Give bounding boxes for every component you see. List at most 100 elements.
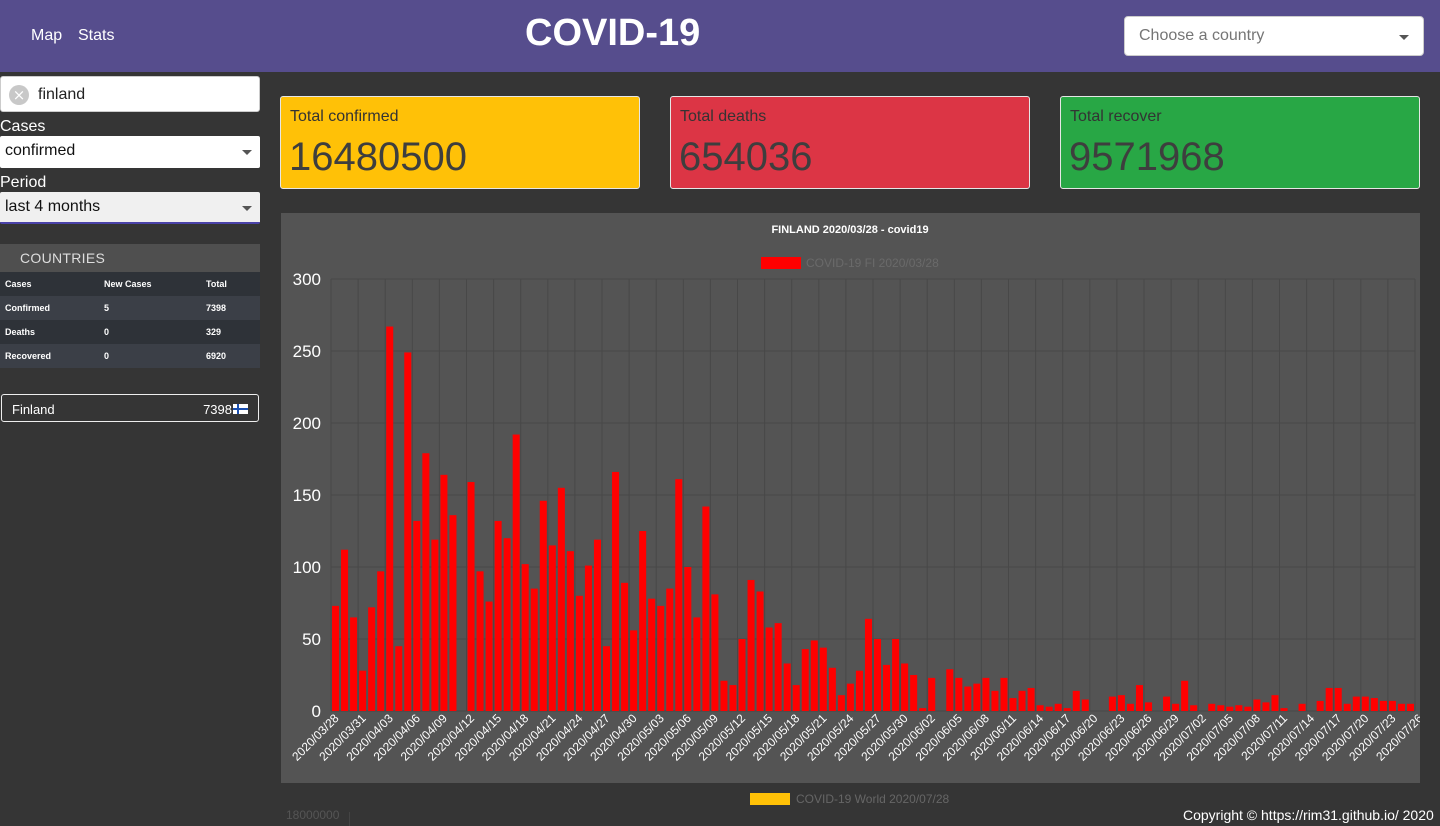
table-cell: 329 xyxy=(201,320,260,344)
bar xyxy=(928,677,936,711)
country-stats-table: Cases New Cases Total Confirmed 5 7398 D… xyxy=(0,272,260,368)
bar xyxy=(765,627,773,711)
country-select[interactable]: Choose a country xyxy=(1124,16,1424,56)
bar xyxy=(440,474,448,711)
bar xyxy=(1036,705,1044,711)
card-label: Total recover xyxy=(1070,108,1162,125)
bar xyxy=(919,708,927,711)
bar xyxy=(630,630,638,711)
table-row: Confirmed 5 7398 xyxy=(0,296,260,320)
bar xyxy=(1027,687,1035,711)
bar xyxy=(521,564,529,711)
bar xyxy=(801,649,809,711)
table-cell: Recovered xyxy=(0,344,99,368)
bar xyxy=(1226,706,1234,711)
nav-link-stats[interactable]: Stats xyxy=(78,27,115,44)
card-label: Total deaths xyxy=(680,108,767,125)
bar xyxy=(422,453,430,711)
bar xyxy=(603,646,611,711)
clear-icon[interactable]: × xyxy=(9,85,29,105)
table-cell: Deaths xyxy=(0,320,99,344)
period-label: Period xyxy=(0,174,47,191)
bar xyxy=(955,677,963,711)
bar xyxy=(693,617,701,711)
bar xyxy=(332,605,340,711)
bar xyxy=(548,545,556,711)
card-value: 16480500 xyxy=(289,135,467,179)
bar xyxy=(386,326,394,711)
bar xyxy=(1135,685,1143,711)
bar xyxy=(729,685,737,711)
bar xyxy=(901,663,909,711)
chart-title: FINLAND 2020/03/28 - covid19 xyxy=(771,224,928,236)
bar xyxy=(1190,705,1198,711)
period-select[interactable]: last 4 months xyxy=(0,192,260,224)
bar xyxy=(684,567,692,711)
y-tick-label: 100 xyxy=(293,558,321,577)
bar xyxy=(503,538,511,711)
card-label: Total confirmed xyxy=(290,108,399,125)
table-cell: 5 xyxy=(99,296,201,320)
total-recover-card: Total recover 9571968 xyxy=(1060,96,1420,189)
bar xyxy=(1009,698,1017,711)
bar xyxy=(855,670,863,711)
bar xyxy=(946,669,954,711)
table-row: Deaths 0 329 xyxy=(0,320,260,344)
bar xyxy=(883,664,891,711)
bar xyxy=(512,434,520,711)
bar xyxy=(1280,708,1288,711)
bar xyxy=(774,623,782,711)
total-confirmed-card: Total confirmed 16480500 xyxy=(280,96,640,189)
sidebar: × finland Cases confirmed Period last 4 … xyxy=(0,72,268,826)
bar xyxy=(991,690,999,711)
cases-select[interactable]: confirmed xyxy=(0,136,260,168)
bar xyxy=(350,617,358,711)
table-cell: 7398 xyxy=(201,296,260,320)
country-list-item-finland[interactable]: Finland 7398 xyxy=(1,394,259,422)
copyright-text: Copyright © https://rim31.github.io/ 202… xyxy=(1183,807,1434,823)
bar xyxy=(1145,702,1153,711)
nav-link-map[interactable]: Map xyxy=(31,27,63,44)
bar xyxy=(639,531,647,711)
top-navbar: Map Stats COVID-19 Choose a country xyxy=(0,0,1440,72)
bar xyxy=(1000,677,1008,711)
legend-label: COVID-19 FI 2020/03/28 xyxy=(806,256,939,270)
legend-swatch xyxy=(761,257,801,269)
bar xyxy=(747,579,755,711)
y-tick-label: 0 xyxy=(312,702,321,721)
y-tick-label: 200 xyxy=(293,414,321,433)
countries-heading: COUNTRIES xyxy=(0,244,260,272)
bar xyxy=(575,595,583,711)
bar xyxy=(648,598,656,711)
bar xyxy=(1262,702,1270,711)
card-value: 9571968 xyxy=(1069,135,1225,179)
bar xyxy=(783,663,791,711)
bar xyxy=(874,639,882,711)
table-header: Cases xyxy=(0,272,99,296)
table-cell: Confirmed xyxy=(0,296,99,320)
cases-label: Cases xyxy=(0,118,46,135)
card-value: 654036 xyxy=(679,135,813,179)
bar xyxy=(964,686,972,711)
bar xyxy=(377,571,385,711)
finland-flag-icon xyxy=(233,404,248,414)
world-legend-label: COVID-19 World 2020/07/28 xyxy=(796,792,950,806)
bar xyxy=(1298,703,1306,711)
bar xyxy=(982,677,990,711)
bar xyxy=(1081,699,1089,711)
bar xyxy=(1244,706,1252,711)
chevron-down-icon xyxy=(242,150,252,155)
bar xyxy=(892,639,900,711)
bar xyxy=(1235,705,1243,711)
bar xyxy=(404,352,412,711)
world-chart-axis xyxy=(349,812,350,826)
bar xyxy=(1253,699,1261,711)
daily-cases-bar-chart: FINLAND 2020/03/28 - covid19 COVID-19 FI… xyxy=(289,224,1426,764)
bar xyxy=(1397,703,1405,711)
search-input[interactable]: × finland xyxy=(0,76,260,112)
bar xyxy=(557,487,565,711)
bar xyxy=(593,539,601,711)
y-tick-label: 50 xyxy=(302,630,321,649)
bar xyxy=(539,500,547,711)
bar xyxy=(1181,680,1189,711)
